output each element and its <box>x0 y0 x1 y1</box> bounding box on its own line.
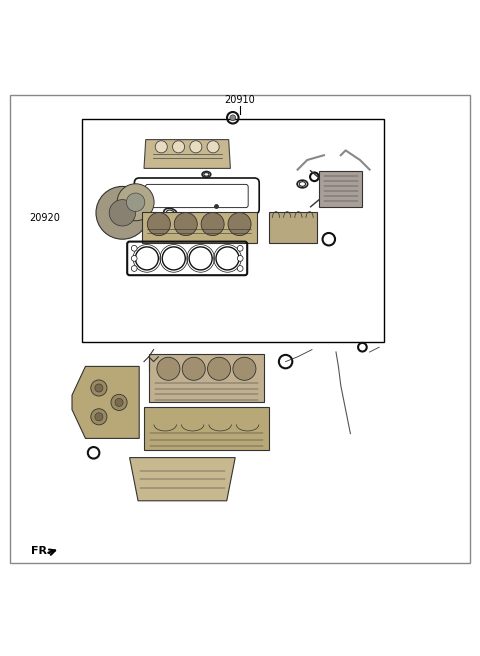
Circle shape <box>95 384 103 392</box>
Circle shape <box>237 266 243 272</box>
Circle shape <box>91 409 107 425</box>
Circle shape <box>228 213 251 236</box>
Circle shape <box>132 266 137 272</box>
Circle shape <box>115 398 123 407</box>
Bar <box>319 171 362 207</box>
Circle shape <box>135 247 158 270</box>
Circle shape <box>91 380 107 396</box>
Circle shape <box>233 358 256 380</box>
Text: FR.: FR. <box>31 546 52 556</box>
Circle shape <box>157 358 180 380</box>
Circle shape <box>172 141 185 153</box>
Bar <box>82 119 384 342</box>
Circle shape <box>207 358 230 380</box>
Circle shape <box>132 245 137 251</box>
Circle shape <box>162 247 185 270</box>
Bar <box>142 212 257 243</box>
Circle shape <box>189 247 212 270</box>
Circle shape <box>230 115 236 121</box>
Bar <box>269 212 317 243</box>
Bar <box>144 407 269 451</box>
Circle shape <box>132 256 137 261</box>
Circle shape <box>207 141 219 153</box>
Text: 20920: 20920 <box>29 213 60 222</box>
Circle shape <box>201 213 224 236</box>
Circle shape <box>111 394 127 411</box>
Circle shape <box>95 413 103 421</box>
Circle shape <box>117 184 154 220</box>
Circle shape <box>126 193 145 211</box>
Circle shape <box>147 213 170 236</box>
Polygon shape <box>72 367 139 438</box>
Circle shape <box>182 358 205 380</box>
Circle shape <box>109 199 135 226</box>
Circle shape <box>96 186 149 239</box>
Circle shape <box>216 247 239 270</box>
Circle shape <box>190 141 202 153</box>
Bar <box>149 354 264 402</box>
Polygon shape <box>130 458 235 501</box>
Circle shape <box>155 141 168 153</box>
Circle shape <box>237 256 243 261</box>
Circle shape <box>174 213 197 236</box>
Polygon shape <box>144 140 230 169</box>
Text: 20910: 20910 <box>225 95 255 105</box>
Circle shape <box>237 245 243 251</box>
